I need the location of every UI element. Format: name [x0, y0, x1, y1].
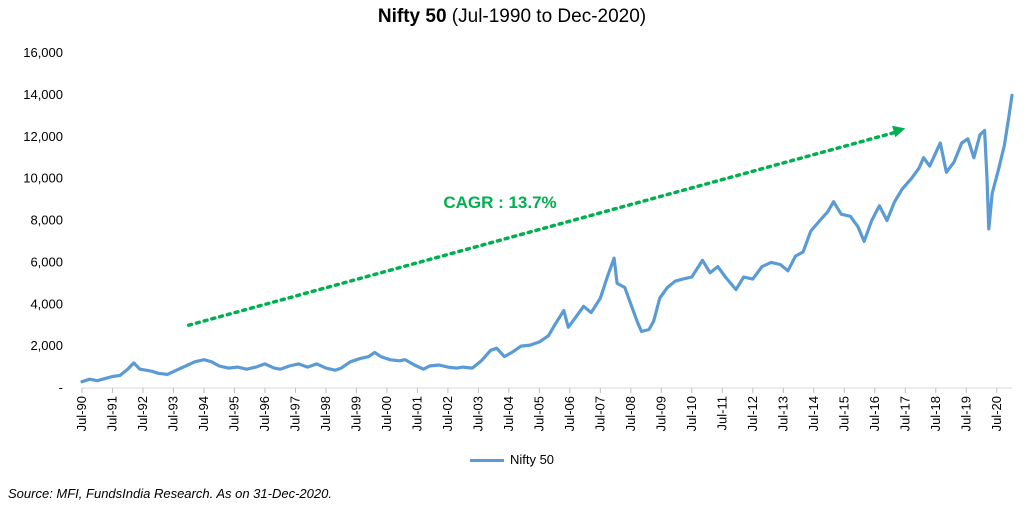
chart-subtitle: (Jul-1990 to Dec-2020) [451, 6, 647, 27]
y-tick-label: 6,000 [30, 254, 63, 269]
chart-title: Nifty 50 (Jul-1990 to Dec-2020) [0, 6, 1024, 28]
y-tick-label: 16,000 [23, 45, 63, 60]
y-tick-label: 14,000 [23, 87, 63, 102]
x-tick-label: Jul-06 [562, 396, 577, 431]
legend: Nifty 50 [0, 452, 1024, 467]
x-tick-label: Jul-05 [531, 396, 546, 431]
cagr-label: CAGR : 13.7% [443, 193, 556, 212]
x-tick-label: Jul-07 [592, 396, 607, 431]
x-tick-label: Jul-95 [226, 396, 241, 431]
x-tick-label: Jul-15 [836, 396, 851, 431]
y-tick-label: 2,000 [30, 338, 63, 353]
annotation-layer: CAGR : 13.7% [186, 125, 906, 327]
x-tick-label: Jul-91 [104, 396, 119, 431]
x-tick-label: Jul-99 [348, 396, 363, 431]
x-tick-label: Jul-01 [409, 396, 424, 431]
x-tick-label: Jul-14 [806, 396, 821, 431]
x-tick-label: Jul-18 [928, 396, 943, 431]
x-tick-label: Jul-03 [470, 396, 485, 431]
chart-title-main: Nifty 50 [377, 6, 447, 27]
x-tick-label: Jul-20 [989, 396, 1004, 431]
x-tick-label: Jul-19 [958, 396, 973, 431]
x-tick-label: Jul-92 [135, 396, 150, 431]
cagr-arrow-line [186, 130, 898, 327]
y-tick-label: 8,000 [30, 213, 63, 228]
x-tick-label: Jul-93 [165, 396, 180, 431]
x-tick-label: Jul-04 [501, 396, 516, 431]
y-tick-label: - [59, 380, 63, 395]
x-tick-label: Jul-00 [379, 396, 394, 431]
x-tick-label: Jul-96 [257, 396, 272, 431]
series-layer [80, 93, 1014, 384]
x-tick-label: Jul-16 [867, 396, 882, 431]
source-note: Source: MFI, FundsIndia Research. As on … [8, 486, 332, 501]
x-tick-label: Jul-94 [196, 396, 211, 431]
x-tick-label: Jul-10 [684, 396, 699, 431]
legend-swatch [469, 459, 504, 463]
x-tick-label: Jul-90 [74, 396, 89, 431]
x-tick-label: Jul-98 [318, 396, 333, 431]
x-tick-label: Jul-02 [440, 396, 455, 431]
x-tick-label: Jul-09 [653, 396, 668, 431]
x-tick-label: Jul-12 [745, 396, 760, 431]
x-axis: Jul-90 Jul-91 Jul-92 Jul-93 Jul-94 Jul-95 Jul-… [74, 387, 1012, 431]
y-tick-label: 12,000 [23, 129, 63, 144]
x-tick-label: Jul-13 [775, 396, 790, 431]
y-tick-label: 10,000 [23, 171, 63, 186]
x-tick-label: Jul-11 [714, 396, 729, 430]
y-axis: - 2,000 4,000 6,000 8,000 10,000 12,000 14,000 1… [23, 45, 63, 395]
legend-label: Nifty 50 [509, 452, 555, 467]
cagr-arrow-head [892, 125, 906, 138]
series-line-nifty-50 [80, 93, 1014, 384]
x-tick-label: Jul-97 [287, 396, 302, 431]
y-tick-label: 4,000 [30, 296, 63, 311]
x-tick-label: Jul-08 [623, 396, 638, 431]
x-tick-label: Jul-17 [897, 396, 912, 431]
